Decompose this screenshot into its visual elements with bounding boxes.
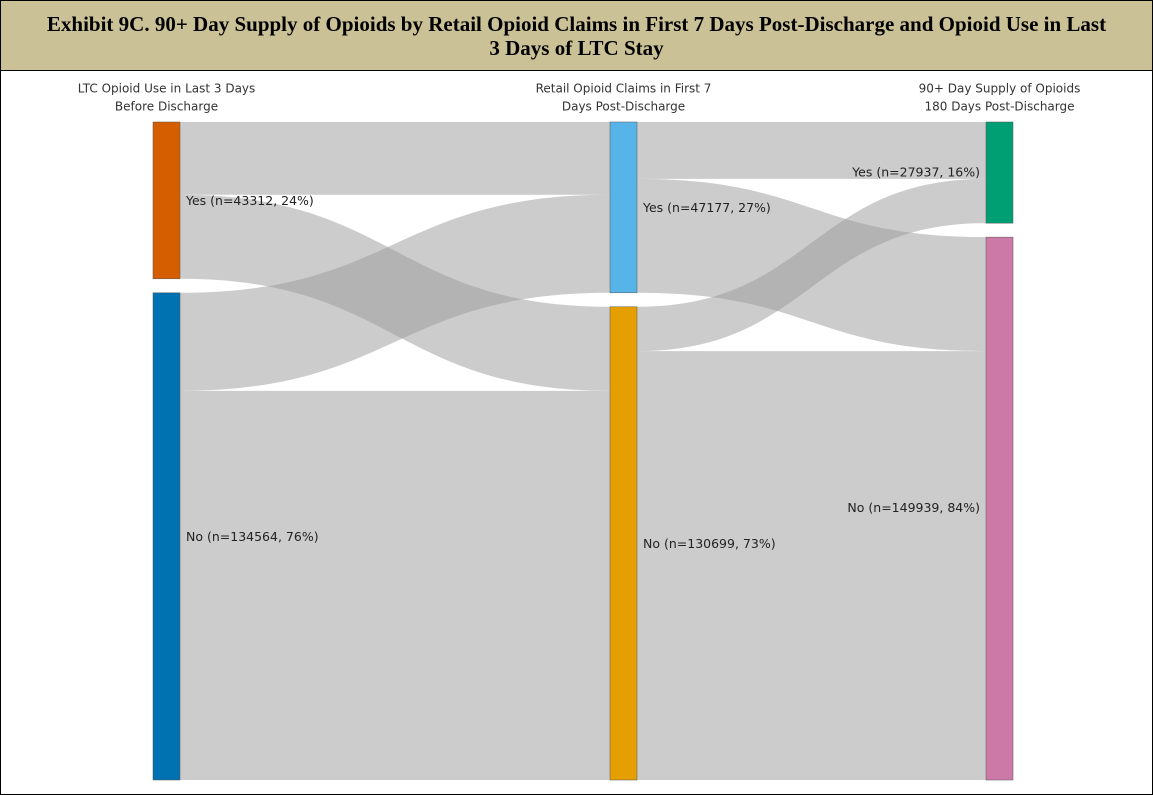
column-header: Retail Opioid Claims in First 7 [536,82,712,96]
node [152,292,181,781]
node [985,236,1014,781]
column-header: Before Discharge [115,100,218,114]
node [152,121,181,280]
node-label: Yes (n=47177, 27%) [642,200,771,215]
node-label: No (n=134564, 76%) [186,529,319,544]
node-label: Yes (n=27937, 16%) [851,165,980,180]
flow-link [637,122,986,179]
node [609,306,638,781]
chart-title: Exhibit 9C. 90+ Day Supply of Opioids by… [1,1,1152,71]
node-label: No (n=130699, 73%) [643,536,776,551]
column-header: LTC Opioid Use in Last 3 Days [78,82,256,96]
column-header: 90+ Day Supply of Opioids [919,82,1081,96]
column-header: Days Post-Discharge [562,100,685,114]
flow-link [637,351,986,780]
flow-link [180,390,610,780]
chart: LTC Opioid Use in Last 3 Days Before Disc… [78,82,1081,781]
flow-link [180,122,610,195]
node-label: No (n=149939, 84%) [847,500,980,515]
links [180,122,986,780]
column-header: 180 Days Post-Discharge [924,100,1074,114]
node [609,121,638,294]
node-label: Yes (n=43312, 24%) [185,193,314,208]
node [985,121,1014,224]
flow-link [180,194,610,391]
flow-link [637,178,986,352]
